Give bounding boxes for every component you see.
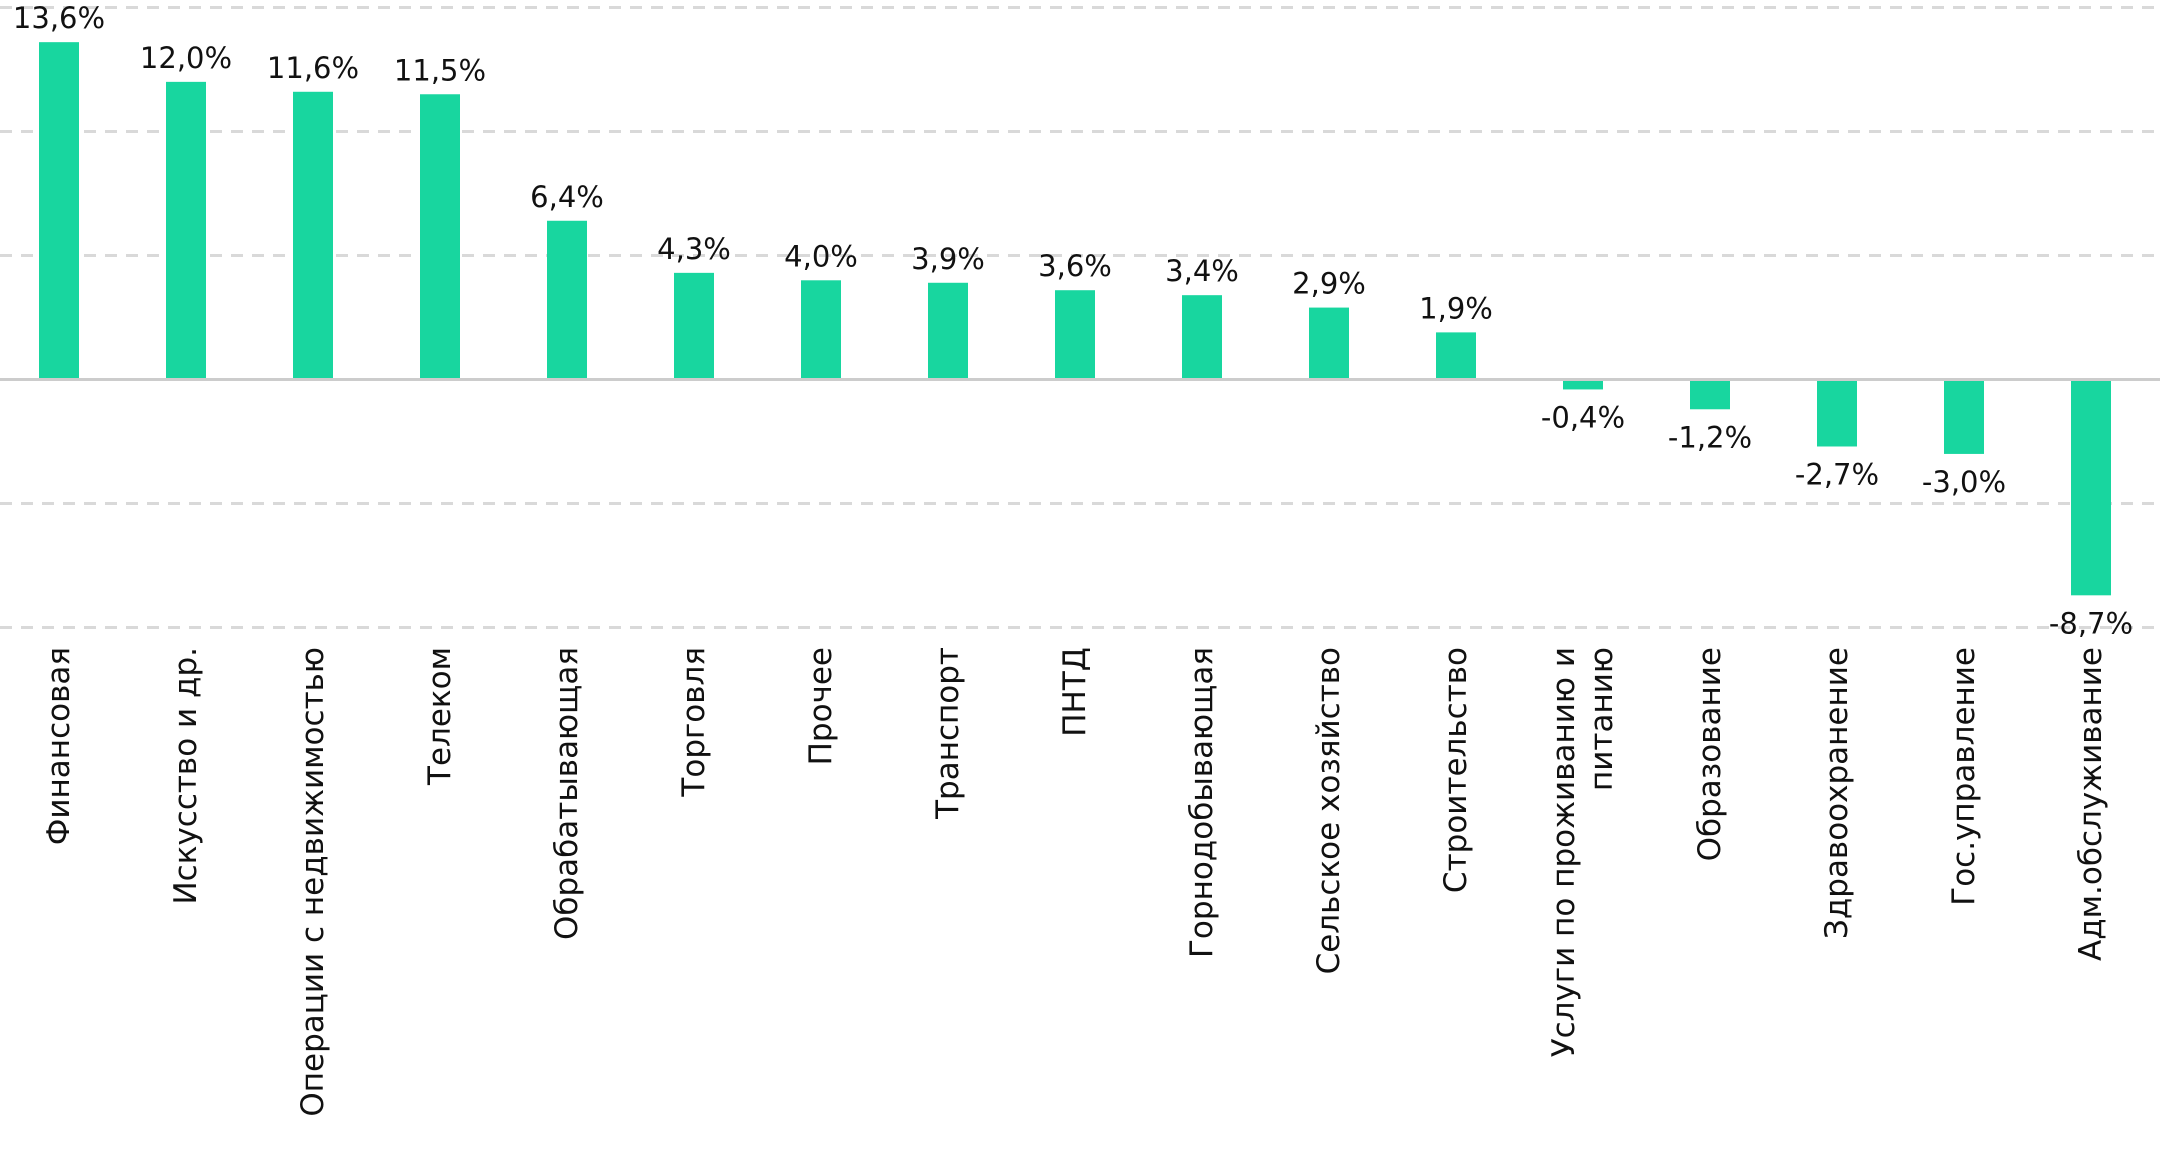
data-label: -1,2% xyxy=(1668,420,1752,454)
category-label: Прочее xyxy=(803,647,839,765)
bar xyxy=(1817,379,1857,447)
data-label: -3,0% xyxy=(1922,465,2006,499)
bars xyxy=(39,42,2111,596)
category-label: Искусство и др. xyxy=(168,647,204,905)
bar xyxy=(674,272,714,380)
data-labels: 13,6% 12,0% 11,6% 11,5% 6,4% 4,3% 4,0% 3,9% 3,6%… xyxy=(13,1,2133,640)
category-label: питанию xyxy=(1584,647,1620,791)
category-label: Горнодобывающая xyxy=(1184,647,1220,958)
bar xyxy=(1436,332,1476,380)
data-label: 12,0% xyxy=(140,41,232,75)
category-labels: Финансовая Искусство и др. Операции с недв… xyxy=(41,647,2109,1117)
data-label: -0,4% xyxy=(1541,400,1625,434)
category-label: Сельское хозяйство xyxy=(1311,647,1347,974)
bar xyxy=(1182,295,1222,380)
data-label: 4,3% xyxy=(657,232,731,266)
bar xyxy=(1944,379,1984,454)
bar xyxy=(801,280,841,380)
category-label: Обрабатывающая xyxy=(549,647,585,940)
bar xyxy=(1690,379,1730,410)
category-label: Операции с недвижимостью xyxy=(295,647,331,1117)
category-label: ПНТД xyxy=(1057,647,1093,737)
category-label: Финансовая xyxy=(41,647,77,845)
data-label: 1,9% xyxy=(1419,291,1493,325)
category-label: Услуги по проживанию и xyxy=(1546,647,1582,1057)
category-label: Телеком xyxy=(422,647,458,786)
data-label: -2,7% xyxy=(1795,457,1879,491)
data-label: 11,6% xyxy=(267,51,359,85)
bar xyxy=(1563,379,1603,390)
category-label: Строительство xyxy=(1438,647,1474,893)
data-label: 2,9% xyxy=(1292,267,1366,301)
data-label: 3,9% xyxy=(911,242,985,276)
data-label: -8,7% xyxy=(2049,606,2133,640)
bar xyxy=(928,282,968,380)
category-label: Транспорт xyxy=(930,647,966,820)
bar xyxy=(293,91,333,380)
bar xyxy=(547,220,587,380)
category-label: Образование xyxy=(1692,647,1728,861)
bar xyxy=(166,81,206,380)
data-label: 11,5% xyxy=(394,53,486,87)
gridlines xyxy=(0,5,2160,630)
bar xyxy=(2071,379,2111,596)
category-label: Адм.обслуживание xyxy=(2073,647,2109,961)
category-label: Торговля xyxy=(676,647,712,798)
bar xyxy=(39,42,79,380)
data-label: 4,0% xyxy=(784,239,858,273)
data-label: 3,6% xyxy=(1038,249,1112,283)
category-label: Здравоохранение xyxy=(1819,647,1855,939)
bar xyxy=(1055,290,1095,380)
data-label: 13,6% xyxy=(13,1,105,35)
data-label: 3,4% xyxy=(1165,254,1239,288)
bar xyxy=(1309,307,1349,380)
data-label: 6,4% xyxy=(530,180,604,214)
bar xyxy=(420,94,460,380)
category-label: Гос.управление xyxy=(1946,647,1982,906)
